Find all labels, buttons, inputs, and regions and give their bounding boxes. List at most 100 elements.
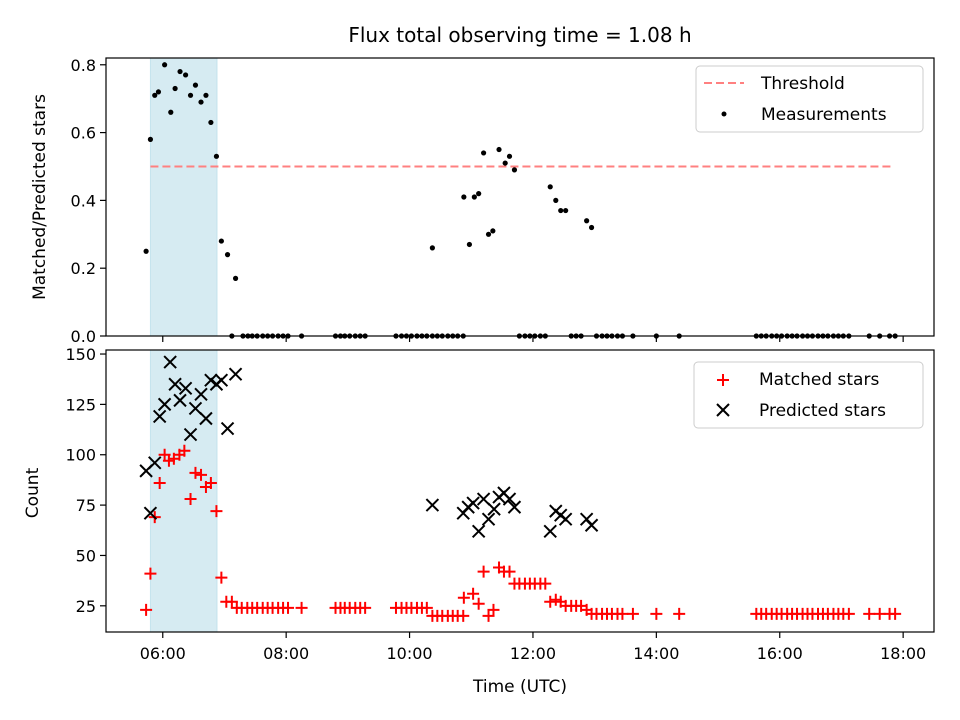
- measurement-point: [224, 252, 231, 258]
- matched-stars-point: [544, 595, 557, 608]
- measurement-point: [547, 184, 553, 190]
- matched-stars-point: [153, 476, 166, 489]
- measurement-point: [563, 207, 569, 214]
- top-y-axis-label: Matched/Predicted stars: [30, 94, 50, 300]
- measurement-point: [152, 92, 158, 98]
- measurement-point: [476, 191, 482, 197]
- legend-matched-swatch: [717, 374, 729, 386]
- predicted-stars-point: [476, 492, 491, 506]
- measurement-point: [490, 228, 496, 234]
- predicted-stars-point: [487, 502, 501, 516]
- measurement-point: [496, 146, 502, 153]
- y-tick-label: 75: [76, 496, 96, 515]
- top-panel: 0.0 0.2 0.4 0.6 0.8 Flux total observing tim…: [30, 23, 935, 346]
- matched-stars-point: [140, 603, 153, 616]
- top-x-ticks: [162, 336, 904, 342]
- predicted-stars-point: [471, 524, 486, 538]
- matched-stars-point: [616, 607, 629, 620]
- measurement-point: [182, 72, 189, 78]
- y-tick-label: 0.4: [71, 191, 96, 210]
- x-tick-label: 06:00: [140, 644, 186, 663]
- predicted-stars-point: [425, 498, 440, 512]
- measurement-point: [588, 224, 595, 231]
- matched-stars-point: [189, 466, 202, 479]
- predicted-stars-point: [214, 373, 229, 387]
- measurement-point: [584, 218, 590, 224]
- measurement-point: [187, 92, 194, 98]
- bottom-legend: Matched stars Predicted stars: [693, 361, 924, 429]
- bottom-axes-frame: [105, 349, 935, 633]
- matched-stars-point: [210, 505, 223, 518]
- predicted-stars-point: [204, 373, 218, 387]
- x-tick-label: 08:00: [263, 644, 309, 663]
- y-tick-label: 0.0: [71, 327, 96, 346]
- x-tick-label: 18:00: [880, 644, 926, 663]
- shaded-time-span: [149, 349, 218, 633]
- predicted-stars-point: [194, 387, 208, 402]
- predicted-stars-point: [168, 377, 182, 391]
- matched-stars-point: [457, 591, 470, 604]
- matched-stars-point: [204, 476, 217, 489]
- matched-stars-point: [457, 609, 470, 622]
- legend-measurements-swatch: [721, 111, 727, 117]
- matched-stars-point: [184, 493, 197, 506]
- measurement-point: [506, 153, 513, 159]
- predicted-stars-point: [543, 524, 557, 538]
- top-axes-frame: [105, 57, 935, 337]
- count-points: [139, 355, 902, 622]
- matched-stars-point: [477, 565, 490, 578]
- matched-stars-point: [144, 567, 157, 580]
- y-tick-label: 0.8: [71, 56, 96, 75]
- predicted-stars-point: [157, 397, 172, 412]
- shaded-time-span: [149, 57, 218, 337]
- matched-stars-point: [225, 595, 238, 608]
- bottom-legend-box: [693, 361, 924, 429]
- top-legend: Threshold Measurements: [695, 65, 924, 133]
- matched-stars-point: [482, 609, 495, 622]
- predicted-stars-point: [220, 421, 235, 436]
- matched-stars-point: [295, 601, 308, 614]
- measurement-point: [466, 241, 473, 248]
- measurement-point: [168, 109, 174, 115]
- measurement-point: [558, 207, 564, 214]
- predicted-stars-point: [502, 492, 517, 506]
- predicted-stars-point: [584, 518, 599, 532]
- chart-title: Flux total observing time = 1.08 h: [348, 23, 691, 47]
- y-tick-label: 150: [65, 345, 96, 364]
- predicted-stars-point: [143, 506, 158, 520]
- measurement-point: [485, 231, 492, 237]
- matched-stars-point: [178, 444, 191, 457]
- matched-stars-point: [420, 601, 433, 614]
- measurement-point: [162, 62, 168, 68]
- predicted-stars-point: [152, 409, 167, 424]
- x-tick-label: 12:00: [510, 644, 556, 663]
- matched-stars-point: [842, 607, 855, 620]
- measurement-point: [502, 160, 508, 166]
- matched-stars-point: [472, 597, 485, 610]
- matched-stars-point: [215, 571, 228, 584]
- bottom-y-ticks: 25 50 75 100 125 150: [65, 345, 106, 616]
- y-tick-label: 25: [76, 597, 96, 616]
- predicted-stars-point: [188, 401, 203, 416]
- predicted-stars-point: [163, 355, 177, 369]
- predicted-stars-point: [507, 500, 522, 514]
- x-tick-label: 10:00: [387, 644, 433, 663]
- x-tick-label: 16:00: [757, 644, 803, 663]
- measurement-point: [461, 194, 467, 200]
- y-tick-label: 0.2: [71, 259, 96, 278]
- predicted-stars-point: [148, 456, 162, 470]
- measurement-point: [147, 136, 154, 142]
- legend-matched-label: Matched stars: [759, 370, 879, 390]
- bottom-panel: 25 50 75 100 125 150 06:00 08:00 10:00 12:00 14:0…: [23, 345, 935, 697]
- predicted-stars-point: [178, 381, 193, 395]
- matched-stars-point: [626, 607, 639, 620]
- predicted-stars-point: [183, 427, 198, 442]
- measurement-point: [155, 89, 162, 95]
- x-axis-label: Time (UTC): [472, 677, 567, 697]
- top-legend-box: [695, 65, 924, 133]
- x-tick-label: 14:00: [633, 644, 679, 663]
- measurement-point: [143, 248, 149, 254]
- matched-stars-point: [467, 587, 480, 600]
- legend-measurements-label: Measurements: [761, 105, 887, 125]
- measurement-point: [208, 119, 214, 126]
